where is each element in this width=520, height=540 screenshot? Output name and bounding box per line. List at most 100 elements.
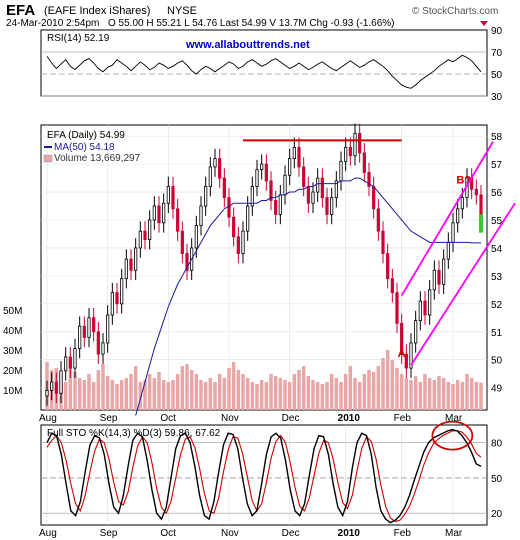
candle-body bbox=[320, 177, 324, 199]
volume-bar bbox=[427, 378, 432, 410]
price-tick-label: 57 bbox=[491, 160, 503, 171]
sto-panel bbox=[40, 424, 488, 526]
volume-bar bbox=[87, 374, 91, 410]
volume-bar bbox=[105, 376, 110, 410]
volume-bar bbox=[437, 376, 441, 410]
candle-body bbox=[418, 300, 422, 321]
candle-body bbox=[241, 230, 245, 254]
sto-tick-label: 80 bbox=[491, 439, 503, 450]
sto-highlight-circle bbox=[431, 420, 474, 451]
volume-bar bbox=[68, 366, 73, 410]
candle-body bbox=[372, 186, 376, 210]
price-x-label: Feb bbox=[394, 413, 412, 424]
volume-bar bbox=[147, 374, 152, 410]
volume-bar bbox=[353, 378, 357, 410]
volume-bar bbox=[152, 378, 157, 410]
volume-bar bbox=[413, 376, 418, 410]
channel-lower-line bbox=[410, 202, 516, 366]
candle-body bbox=[278, 194, 282, 215]
sto-d-line bbox=[46, 430, 482, 523]
volume-bar bbox=[227, 368, 231, 410]
candle-body bbox=[162, 202, 166, 224]
volume-bar bbox=[213, 382, 217, 410]
volume-bar bbox=[185, 364, 189, 410]
price-x-label: 2010 bbox=[338, 413, 361, 424]
price-x-label: Nov bbox=[221, 413, 239, 424]
candle-body bbox=[283, 174, 287, 196]
candle-body bbox=[64, 356, 68, 372]
volume-bar bbox=[63, 382, 68, 410]
channel-upper-line bbox=[400, 141, 494, 296]
volume-bar bbox=[287, 382, 292, 410]
last-bar bbox=[479, 214, 483, 233]
rsi-grid bbox=[41, 51, 487, 97]
candle-body bbox=[362, 152, 366, 173]
candle-body bbox=[358, 132, 362, 154]
volume-bar bbox=[385, 350, 390, 410]
ma50-line bbox=[135, 177, 481, 416]
candle-body bbox=[348, 146, 352, 157]
candle-body bbox=[390, 278, 394, 294]
volume-bar bbox=[297, 370, 301, 410]
candle-body bbox=[232, 216, 236, 238]
volume-tick-label: 40M bbox=[3, 326, 22, 337]
price-legend: EFA (Daily) 54.99 bbox=[47, 130, 125, 141]
price-tick-label: 49 bbox=[491, 384, 503, 395]
candle-body bbox=[96, 331, 100, 355]
volume-bar bbox=[479, 382, 483, 410]
volume-bar bbox=[245, 378, 250, 410]
candle-body bbox=[255, 169, 259, 187]
candle-body bbox=[376, 208, 380, 232]
volume-legend-swatch bbox=[43, 154, 53, 163]
sto-x-label: Sep bbox=[100, 528, 118, 539]
candle-body bbox=[423, 300, 427, 316]
candle-body bbox=[339, 160, 343, 182]
volume-bar bbox=[357, 382, 362, 410]
volume-bar bbox=[273, 376, 278, 410]
candle-body bbox=[400, 322, 404, 355]
volume-bar bbox=[231, 362, 236, 410]
price-tick-label: 55 bbox=[491, 216, 503, 227]
date-time: 24-Mar-2010 2:54pm bbox=[6, 18, 99, 29]
candle-body bbox=[101, 342, 105, 355]
volume-bar bbox=[390, 360, 395, 410]
volume-bar bbox=[171, 380, 175, 410]
candle-body bbox=[68, 356, 72, 369]
candle-body bbox=[54, 381, 58, 394]
exchange: NYSE bbox=[167, 5, 197, 17]
candle-body bbox=[442, 258, 446, 285]
volume-bar bbox=[264, 382, 269, 410]
volume-bar bbox=[474, 382, 479, 410]
price-tick-label: 52 bbox=[491, 300, 503, 311]
price-tick-label: 54 bbox=[491, 244, 503, 255]
volume-bar bbox=[432, 380, 437, 410]
candle-body bbox=[50, 381, 54, 391]
candle-body bbox=[227, 197, 231, 218]
candle-body bbox=[82, 325, 86, 338]
volume-bar bbox=[217, 374, 222, 410]
candle-body bbox=[73, 348, 77, 369]
sto-tick-label: 20 bbox=[491, 509, 503, 520]
rsi-tick-label: 90 bbox=[491, 26, 503, 37]
volume-bar bbox=[166, 382, 171, 410]
candle-body bbox=[143, 230, 147, 240]
volume-bar bbox=[208, 378, 213, 410]
volume-bar bbox=[315, 382, 320, 410]
ticker-symbol: EFA bbox=[6, 2, 35, 19]
candle-body bbox=[124, 258, 128, 280]
candle-body bbox=[218, 158, 222, 179]
price-x-label: Sep bbox=[100, 413, 118, 424]
rsi-legend-bg bbox=[44, 31, 154, 43]
volume-bar bbox=[306, 376, 311, 410]
candle-body bbox=[302, 166, 306, 187]
candle-body bbox=[330, 197, 334, 215]
candle-body bbox=[92, 317, 96, 333]
price-x-label: Mar bbox=[445, 413, 463, 424]
candle-body bbox=[446, 241, 450, 260]
volume-bar bbox=[143, 380, 147, 410]
sto-x-label: Dec bbox=[282, 528, 300, 539]
candle-body bbox=[176, 208, 180, 232]
price-x-label: Oct bbox=[160, 413, 176, 424]
candle-body bbox=[157, 205, 161, 224]
volume-tick-label: 10M bbox=[3, 386, 22, 397]
